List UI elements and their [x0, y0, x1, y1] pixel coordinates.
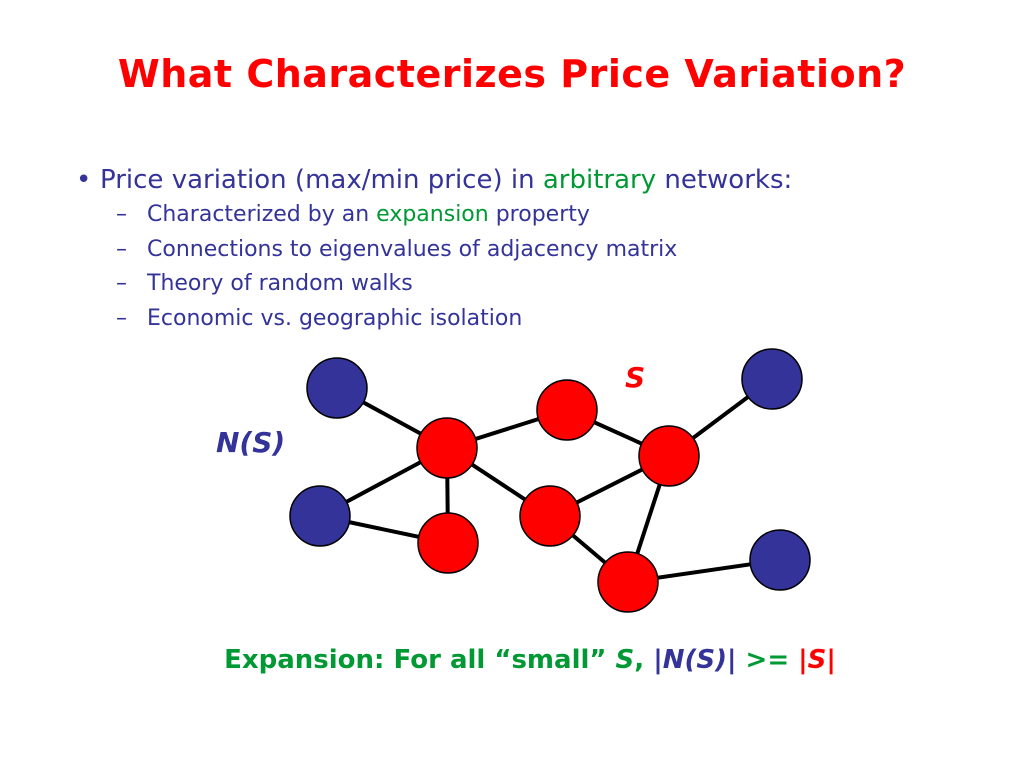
expansion-statement: Expansion: For all “small” S, |N(S)| >= … [0, 645, 1024, 675]
expansion-comma: , [634, 645, 645, 675]
neighbor-node-b1 [306, 357, 368, 419]
bullet-main: • Price variation (max/min price) in arbi… [76, 162, 996, 198]
set-label: S [625, 361, 646, 394]
sub-bullet-text: Connections to eigenvalues of adjacency … [147, 236, 678, 262]
sub-bullet-marker: – [116, 305, 127, 331]
set-node-r3 [638, 425, 700, 487]
sub-bullet-prefix: Characterized by an [147, 202, 377, 227]
sub-bullet-suffix: property [488, 202, 590, 227]
bullet-main-suffix: networks: [656, 165, 793, 195]
expansion-set-symbol-2: S [807, 645, 827, 675]
bullet-list: • Price variation (max/min price) in arbi… [76, 162, 996, 336]
sub-bullet-text: Theory of random walks [147, 271, 413, 296]
set-bar-close: | [826, 645, 836, 675]
sub-bullet-marker: – [116, 202, 127, 227]
set-bar-open: | [798, 645, 808, 675]
set-node-r4 [417, 512, 479, 574]
set-node-r5 [519, 485, 581, 547]
sub-bullet-text: Economic vs. geographic isolation [147, 305, 523, 331]
neighbor-node-b4 [749, 529, 811, 591]
set-node-r6 [597, 551, 659, 613]
sub-bullet-isolation: – Economic vs. geographic isolation [76, 302, 996, 337]
neighbor-set-label: N(S) [216, 426, 286, 459]
graph-nodes [289, 348, 811, 613]
sub-bullet-random-walks: – Theory of random walks [76, 267, 996, 302]
neighbor-node-b3 [289, 485, 351, 547]
bullet-main-prefix: Price variation (max/min price) in [100, 165, 543, 195]
bullet-main-highlight: arbitrary [542, 165, 657, 195]
neighbor-bar-open: | [653, 645, 663, 675]
neighbor-bar-close: | [726, 645, 737, 675]
expansion-set-symbol: S [615, 645, 635, 675]
slide-title: What Characterizes Price Variation? [117, 52, 907, 96]
set-node-r2 [536, 379, 598, 441]
sub-bullet-marker: – [116, 271, 127, 296]
sub-bullet-eigenvalues: – Connections to eigenvalues of adjacency… [76, 233, 996, 268]
expansion-neighbors-symbol: N(S) [662, 645, 727, 675]
expansion-prefix: Expansion: For all “small” [224, 645, 616, 675]
expansion-operator: >= [736, 645, 799, 675]
bullet-marker: • [76, 165, 92, 195]
sub-bullet-marker: – [116, 236, 127, 262]
sub-bullet-highlight: expansion [376, 202, 489, 227]
sub-bullet-expansion: – Characterized by an expansion property [76, 198, 996, 233]
neighbor-node-b2 [741, 348, 803, 410]
set-node-r1 [416, 417, 478, 479]
